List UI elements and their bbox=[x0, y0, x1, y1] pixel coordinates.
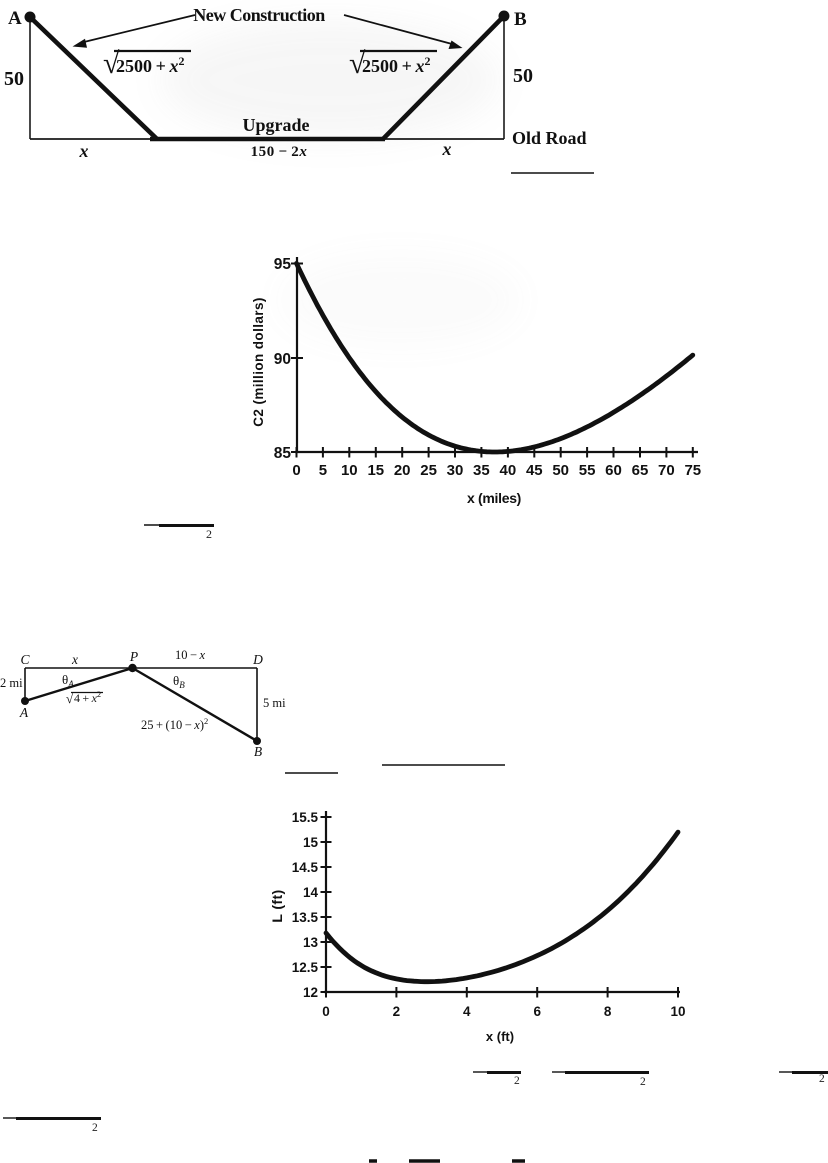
svg-text:6: 6 bbox=[533, 1004, 541, 1019]
svg-text:50: 50 bbox=[513, 65, 533, 87]
svg-text:50: 50 bbox=[4, 68, 24, 90]
svg-text:√: √ bbox=[66, 691, 74, 706]
svg-text:2: 2 bbox=[640, 1076, 646, 1088]
svg-text:150 − 2x: 150 − 2x bbox=[251, 144, 308, 160]
svg-text:12: 12 bbox=[303, 985, 318, 1000]
svg-text:15: 15 bbox=[367, 462, 384, 479]
svg-text:85: 85 bbox=[274, 445, 292, 462]
svg-text:2: 2 bbox=[393, 1004, 401, 1019]
svg-text:25 + (10 − x)2: 25 + (10 − x)2 bbox=[141, 716, 208, 732]
svg-text:35: 35 bbox=[473, 462, 490, 479]
svg-text:10 − x: 10 − x bbox=[175, 648, 206, 662]
svg-text:Old Road: Old Road bbox=[512, 128, 587, 148]
svg-text:65: 65 bbox=[632, 462, 649, 479]
svg-text:2: 2 bbox=[819, 1073, 825, 1085]
svg-text:30: 30 bbox=[447, 462, 464, 479]
svg-text:70: 70 bbox=[658, 462, 675, 479]
svg-text:C: C bbox=[20, 652, 30, 667]
svg-text:5: 5 bbox=[319, 462, 327, 479]
svg-text:L (ft): L (ft) bbox=[269, 889, 285, 922]
svg-text:4: 4 bbox=[463, 1004, 471, 1019]
svg-text:2: 2 bbox=[514, 1075, 520, 1087]
svg-text:40: 40 bbox=[500, 462, 517, 479]
svg-text:2500 + x2: 2500 + x2 bbox=[116, 54, 184, 76]
svg-text:13: 13 bbox=[303, 935, 319, 950]
svg-text:B: B bbox=[254, 744, 262, 759]
svg-text:θB: θB bbox=[173, 673, 185, 690]
svg-text:0: 0 bbox=[292, 462, 300, 479]
svg-text:75: 75 bbox=[684, 462, 701, 479]
svg-text:10: 10 bbox=[670, 1004, 685, 1019]
svg-text:C2 (million dollars): C2 (million dollars) bbox=[251, 297, 266, 427]
svg-text:x (ft): x (ft) bbox=[486, 1029, 514, 1044]
svg-text:15: 15 bbox=[303, 835, 319, 850]
svg-text:New Construction: New Construction bbox=[193, 5, 325, 25]
svg-text:10: 10 bbox=[341, 462, 358, 479]
svg-text:60: 60 bbox=[605, 462, 622, 479]
svg-text:0: 0 bbox=[322, 1004, 330, 1019]
svg-text:2: 2 bbox=[206, 527, 212, 541]
svg-text:95: 95 bbox=[274, 256, 292, 273]
svg-text:P: P bbox=[129, 649, 138, 664]
svg-text:D: D bbox=[252, 652, 263, 667]
svg-text:θA: θA bbox=[62, 672, 74, 689]
svg-text:A: A bbox=[8, 8, 22, 29]
svg-text:5 mi: 5 mi bbox=[263, 696, 286, 710]
svg-text:55: 55 bbox=[579, 462, 596, 479]
svg-text:8: 8 bbox=[604, 1004, 612, 1019]
svg-text:2: 2 bbox=[92, 1122, 98, 1134]
svg-text:12.5: 12.5 bbox=[292, 960, 319, 975]
svg-text:90: 90 bbox=[274, 351, 291, 368]
svg-text:20: 20 bbox=[394, 462, 411, 479]
svg-text:x (miles): x (miles) bbox=[467, 490, 521, 506]
svg-text:x: x bbox=[442, 139, 452, 159]
svg-text:x: x bbox=[79, 141, 89, 161]
svg-text:x: x bbox=[71, 652, 78, 667]
svg-text:15.5: 15.5 bbox=[292, 810, 319, 825]
svg-text:A: A bbox=[19, 705, 29, 720]
svg-text:14: 14 bbox=[303, 885, 319, 900]
svg-text:13.5: 13.5 bbox=[292, 910, 319, 925]
svg-text:4 + x2: 4 + x2 bbox=[74, 689, 101, 705]
svg-text:25: 25 bbox=[420, 462, 437, 479]
svg-text:2 mi: 2 mi bbox=[0, 676, 23, 690]
svg-text:Upgrade: Upgrade bbox=[243, 115, 310, 135]
svg-text:√: √ bbox=[349, 47, 366, 80]
svg-text:14.5: 14.5 bbox=[292, 860, 319, 875]
svg-text:2500 + x2: 2500 + x2 bbox=[362, 54, 430, 76]
svg-text:B: B bbox=[514, 9, 527, 30]
svg-text:45: 45 bbox=[526, 462, 543, 479]
svg-text:√: √ bbox=[103, 47, 120, 80]
svg-text:50: 50 bbox=[552, 462, 569, 479]
